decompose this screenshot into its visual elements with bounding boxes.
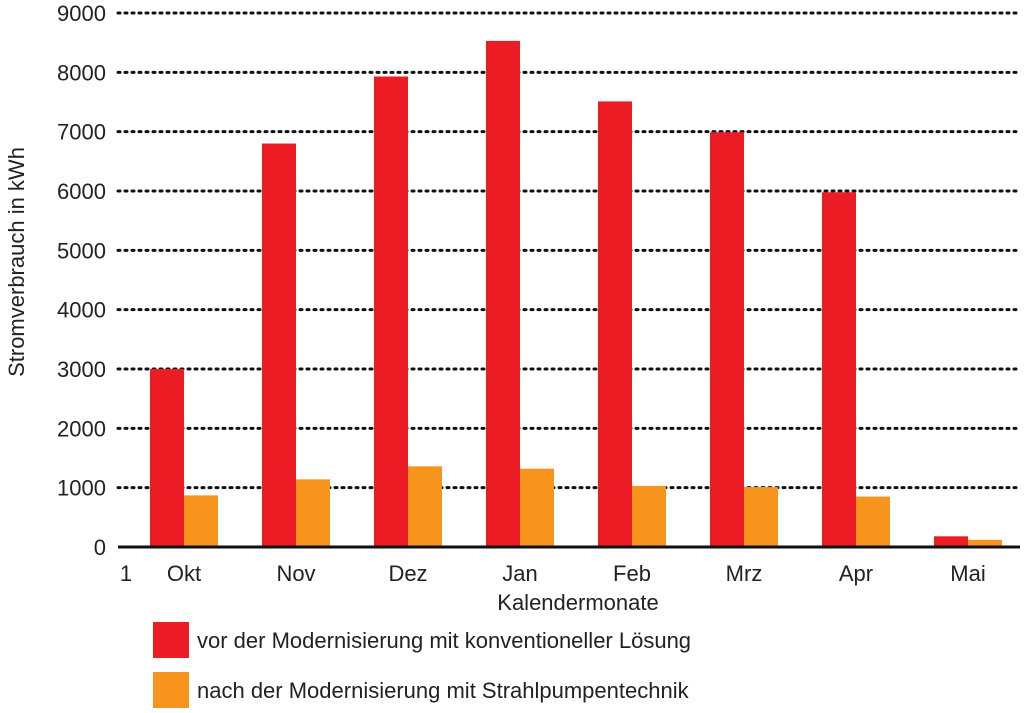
x-origin-label: 1 bbox=[120, 561, 132, 586]
y-tick-label: 5000 bbox=[57, 238, 106, 263]
legend-swatch bbox=[153, 622, 189, 658]
bar-after-nov bbox=[296, 479, 330, 547]
y-tick-label: 8000 bbox=[57, 60, 106, 85]
bar-before-mai bbox=[934, 536, 968, 547]
x-axis-title: Kalendermonate bbox=[497, 590, 658, 615]
bar-before-feb bbox=[598, 101, 632, 547]
bar-before-jan bbox=[486, 40, 520, 548]
y-tick-label: 9000 bbox=[57, 1, 106, 26]
x-tick-label: Feb bbox=[613, 561, 651, 586]
bar-before-apr bbox=[822, 192, 856, 548]
y-tick-label: 1000 bbox=[57, 476, 106, 501]
bar-after-jan bbox=[520, 468, 554, 547]
bar-before-dez bbox=[374, 76, 408, 547]
bar-after-feb bbox=[632, 485, 666, 547]
legend-label: nach der Modernisierung mit Strahlpumpen… bbox=[197, 678, 690, 703]
bar-before-okt bbox=[150, 369, 184, 547]
x-tick-label: Nov bbox=[276, 561, 315, 586]
y-axis-title: Stromverbrauch in kWh bbox=[4, 147, 29, 377]
y-tick-label: 7000 bbox=[57, 120, 106, 145]
bar-before-mrz bbox=[710, 132, 744, 547]
bar-after-okt bbox=[184, 495, 218, 547]
y-tick-labels: 0 1000 2000 3000 4000 5000 6000 7000 8000 9000 bbox=[57, 1, 106, 560]
x-tick-label: Dez bbox=[388, 561, 427, 586]
legend-label: vor der Modernisierung mit konventionell… bbox=[197, 628, 691, 653]
bars bbox=[150, 40, 1002, 548]
y-tick-label: 6000 bbox=[57, 179, 106, 204]
gridlines bbox=[116, 11, 1022, 490]
x-tick-label: Mrz bbox=[726, 561, 763, 586]
legend-swatch bbox=[153, 672, 189, 708]
bar-after-dez bbox=[408, 466, 442, 547]
y-tick-label: 4000 bbox=[57, 298, 106, 323]
x-tick-label: Okt bbox=[167, 561, 201, 586]
bar-after-mai bbox=[968, 539, 1002, 547]
bar-before-nov bbox=[262, 143, 296, 548]
x-tick-label: Apr bbox=[839, 561, 873, 586]
x-tick-label: Mai bbox=[950, 561, 985, 586]
y-tick-label: 2000 bbox=[57, 416, 106, 441]
y-tick-label: 0 bbox=[94, 535, 106, 560]
x-tick-label: Jan bbox=[502, 561, 537, 586]
x-tick-labels: Okt Nov Dez Jan Feb Mrz Apr Mai bbox=[167, 561, 986, 586]
bar-after-mrz bbox=[744, 487, 778, 547]
y-tick-label: 3000 bbox=[57, 357, 106, 382]
legend: vor der Modernisierung mit konventionell… bbox=[153, 622, 691, 708]
bar-after-apr bbox=[856, 496, 890, 547]
